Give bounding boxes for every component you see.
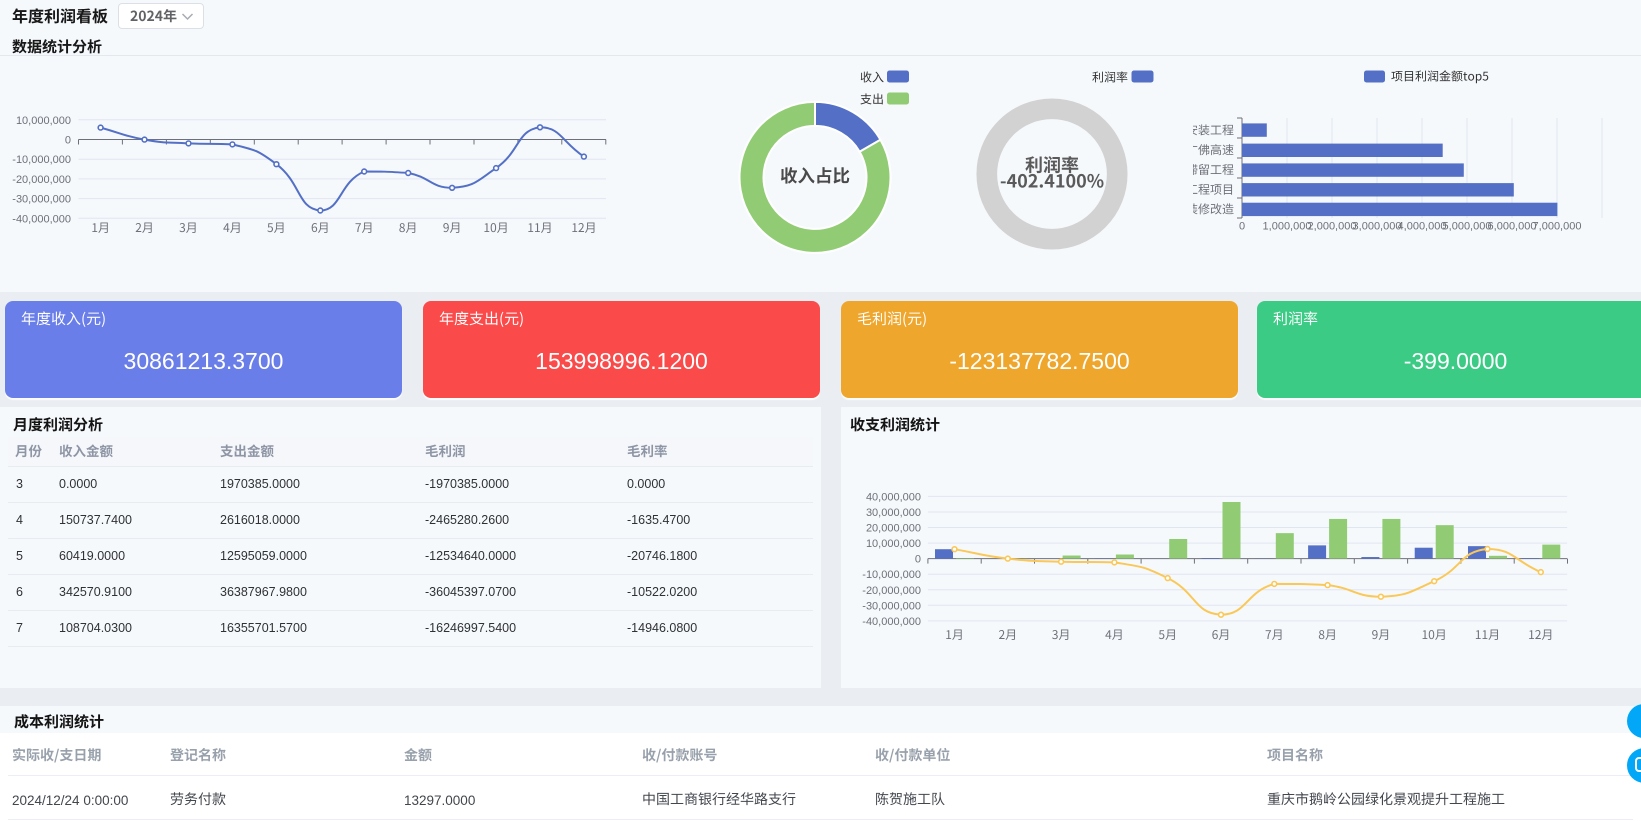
- svg-text:2,000,000: 2,000,000: [1308, 221, 1357, 233]
- svg-text:6,000,000: 6,000,000: [1488, 221, 1537, 233]
- svg-text:7,000,000: 7,000,000: [1533, 221, 1582, 233]
- svg-text:-20,000,000: -20,000,000: [862, 585, 921, 597]
- svg-text:-20,000,000: -20,000,000: [12, 174, 71, 186]
- svg-text:3,000,000: 3,000,000: [1353, 221, 1402, 233]
- svg-text:0: 0: [915, 554, 921, 566]
- svg-text:10,000,000: 10,000,000: [16, 115, 71, 127]
- svg-text:-10,000,000: -10,000,000: [12, 154, 71, 166]
- svg-text:4,000,000: 4,000,000: [1398, 221, 1447, 233]
- svg-text:-40,000,000: -40,000,000: [862, 616, 921, 628]
- svg-text:20,000,000: 20,000,000: [866, 523, 921, 535]
- svg-text:-30,000,000: -30,000,000: [12, 194, 71, 206]
- svg-text:5,000,000: 5,000,000: [1443, 221, 1492, 233]
- svg-text:1,000,000: 1,000,000: [1263, 221, 1312, 233]
- svg-text:0: 0: [65, 135, 71, 147]
- svg-text:30,000,000: 30,000,000: [866, 507, 921, 519]
- svg-text:10,000,000: 10,000,000: [866, 538, 921, 550]
- svg-text:-30,000,000: -30,000,000: [862, 600, 921, 612]
- svg-text:40,000,000: 40,000,000: [866, 491, 921, 503]
- svg-text:0: 0: [1239, 221, 1245, 233]
- svg-text:-10,000,000: -10,000,000: [862, 569, 921, 581]
- svg-text:-40,000,000: -40,000,000: [12, 213, 71, 225]
